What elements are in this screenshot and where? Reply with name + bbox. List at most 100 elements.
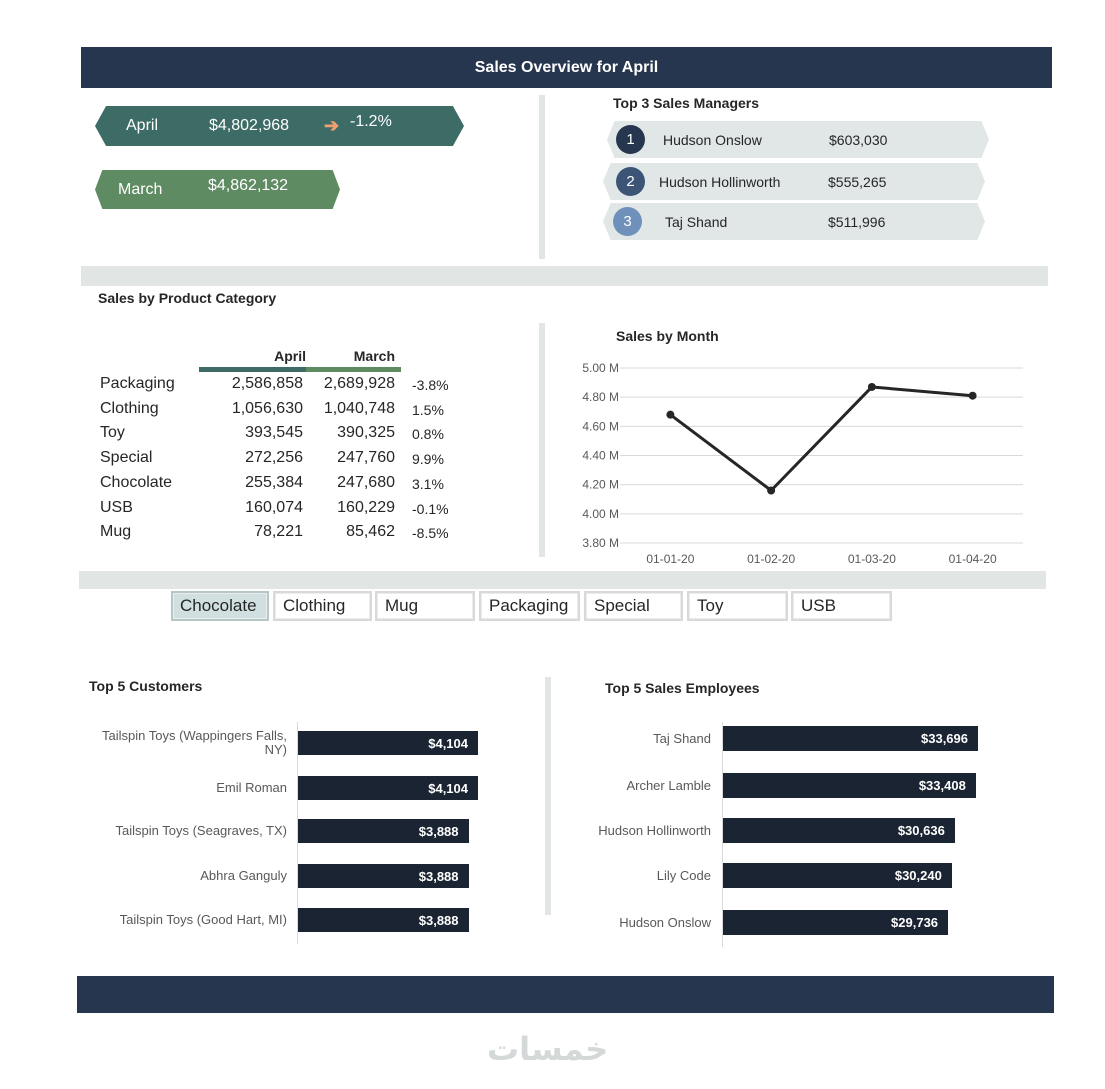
customers-title: Top 5 Customers xyxy=(89,678,203,694)
kpi-april-label: April xyxy=(126,117,159,134)
category-row: Mug 78,221 85,462 -8.5% xyxy=(100,523,460,547)
manager-row: Hudson Onslow $603,030 xyxy=(607,121,989,158)
rank-badge: 2 xyxy=(616,167,645,196)
slicer-item-chocolate[interactable]: Chocolate xyxy=(171,591,269,621)
slicer-item-usb[interactable]: USB xyxy=(791,591,892,621)
category-change: -8.5% xyxy=(412,525,449,542)
customers-axis xyxy=(297,722,298,944)
bar-value-label: $30,240 xyxy=(894,868,942,883)
data-point xyxy=(968,391,977,400)
col-april-header: April xyxy=(274,348,306,364)
x-tick-label: 01-04-20 xyxy=(949,552,997,566)
data-point xyxy=(666,410,675,419)
bar-category-label: Abhra Ganguly xyxy=(200,868,287,883)
category-april: 2,586,858 xyxy=(231,375,303,392)
category-change: -3.8% xyxy=(412,377,449,393)
y-tick-label: 4.80 M xyxy=(582,390,619,404)
category-row: Chocolate 255,384 247,680 3.1% xyxy=(100,474,460,498)
bar: $4,104 xyxy=(298,776,478,800)
slicer-item-clothing[interactable]: Clothing xyxy=(273,591,372,621)
category-row: Toy 393,545 390,325 0.8% xyxy=(100,424,460,448)
bar-category-label: Tailspin Toys (Good Hart, MI) xyxy=(119,912,287,927)
category-april: 78,221 xyxy=(254,523,303,541)
arrow-right-icon: ➔ xyxy=(324,115,340,136)
category-name: Chocolate xyxy=(100,473,173,491)
employees-axis xyxy=(722,722,723,947)
category-march: 1,040,748 xyxy=(323,399,395,417)
category-march: 390,325 xyxy=(337,424,395,442)
category-row: USB 160,074 160,229 -0.1% xyxy=(100,499,460,523)
category-row: Special 272,256 247,760 9.9% xyxy=(100,449,460,473)
x-tick-label: 01-02-20 xyxy=(747,552,795,566)
slicer-item-special[interactable]: Special xyxy=(584,591,683,621)
bar: $3,888 xyxy=(298,819,469,843)
page-title: Sales Overview for April xyxy=(474,58,659,76)
bar-category-label: Lily Code xyxy=(656,867,711,883)
bar: $29,736 xyxy=(723,910,949,935)
bar-value-label: $33,408 xyxy=(918,778,966,793)
category-name: Packaging xyxy=(100,375,175,392)
employees-title: Top 5 Sales Employees xyxy=(605,680,760,696)
dashboard-footer xyxy=(77,976,1054,1013)
manager-amount: $511,996 xyxy=(828,213,886,230)
bar-category-label: Archer Lamble xyxy=(626,777,711,793)
bar-category-label: Hudson Onslow xyxy=(619,914,711,930)
bar: $33,696 xyxy=(723,726,978,751)
bar-value-label: $4,104 xyxy=(428,780,468,796)
category-change: 1.5% xyxy=(412,401,444,418)
category-march: 2,689,928 xyxy=(323,375,395,392)
manager-row: Hudson Hollinworth $555,265 xyxy=(603,163,985,200)
kpi-march-label: March xyxy=(118,180,163,198)
divider xyxy=(539,95,545,259)
y-tick-label: 4.00 M xyxy=(582,507,619,521)
category-title: Sales by Product Category xyxy=(98,290,277,306)
y-tick-label: 4.40 M xyxy=(582,449,619,463)
bar-value-label: $30,636 xyxy=(897,823,945,838)
category-change: 0.8% xyxy=(412,426,444,443)
y-tick-label: 3.80 M xyxy=(582,536,619,550)
category-march: 85,462 xyxy=(346,523,395,541)
bar-value-label: $29,736 xyxy=(891,915,939,930)
bar-category-label: Tailspin Toys (Seagraves, TX) xyxy=(115,823,287,838)
category-april: 160,074 xyxy=(245,498,303,516)
slicer-item-packaging[interactable]: Packaging xyxy=(479,591,580,621)
bar-value-label: $33,696 xyxy=(921,731,968,746)
chart-title: Sales by Month xyxy=(616,328,719,344)
bar: $30,240 xyxy=(723,863,952,888)
y-tick-label: 5.00 M xyxy=(582,361,619,375)
manager-name: Hudson Hollinworth xyxy=(659,173,781,190)
april-underline xyxy=(199,367,306,372)
category-april: 1,056,630 xyxy=(231,399,303,417)
category-name: Clothing xyxy=(100,399,159,417)
manager-name: Taj Shand xyxy=(665,213,728,230)
manager-amount: $555,265 xyxy=(828,173,887,190)
category-table: Packaging 2,586,858 2,689,928 -3.8% Clothing… xyxy=(100,375,460,550)
rank-badge: 3 xyxy=(613,207,642,236)
x-tick-label: 01-01-20 xyxy=(646,552,694,566)
managers-title: Top 3 Sales Managers xyxy=(613,95,760,111)
col-march-header: March xyxy=(353,348,395,364)
sales-by-month-chart: 3.80 M 4.00 M 4.20 M 4.40 M 4.60 M 4.80 M 5.00… xyxy=(582,361,1023,566)
category-name: Toy xyxy=(100,424,125,442)
manager-name: Hudson Onslow xyxy=(663,131,762,148)
category-name: Special xyxy=(100,449,153,467)
kpi-april: April $4,802,968 ➔ -1.2% xyxy=(95,106,464,146)
slicer-item-mug[interactable]: Mug xyxy=(375,591,475,621)
bar-value-label: $3,888 xyxy=(418,912,459,928)
category-change: 9.9% xyxy=(412,451,444,468)
category-change: 3.1% xyxy=(412,475,444,492)
bar: $3,888 xyxy=(298,864,469,888)
category-row: Packaging 2,586,858 2,689,928 -3.8% xyxy=(100,375,460,399)
divider xyxy=(545,677,551,915)
category-name: Mug xyxy=(100,523,132,541)
series-line xyxy=(669,385,973,492)
slicer-item-toy[interactable]: Toy xyxy=(687,591,788,621)
bar: $30,636 xyxy=(723,818,955,843)
x-tick-label: 01-03-20 xyxy=(848,552,896,566)
category-april: 272,256 xyxy=(245,449,303,467)
bar: $33,408 xyxy=(723,773,976,798)
kpi-march: March $4,862,132 xyxy=(95,170,340,209)
bar: $3,888 xyxy=(298,908,469,932)
divider-band xyxy=(81,266,1048,286)
category-march: 160,229 xyxy=(337,498,395,516)
